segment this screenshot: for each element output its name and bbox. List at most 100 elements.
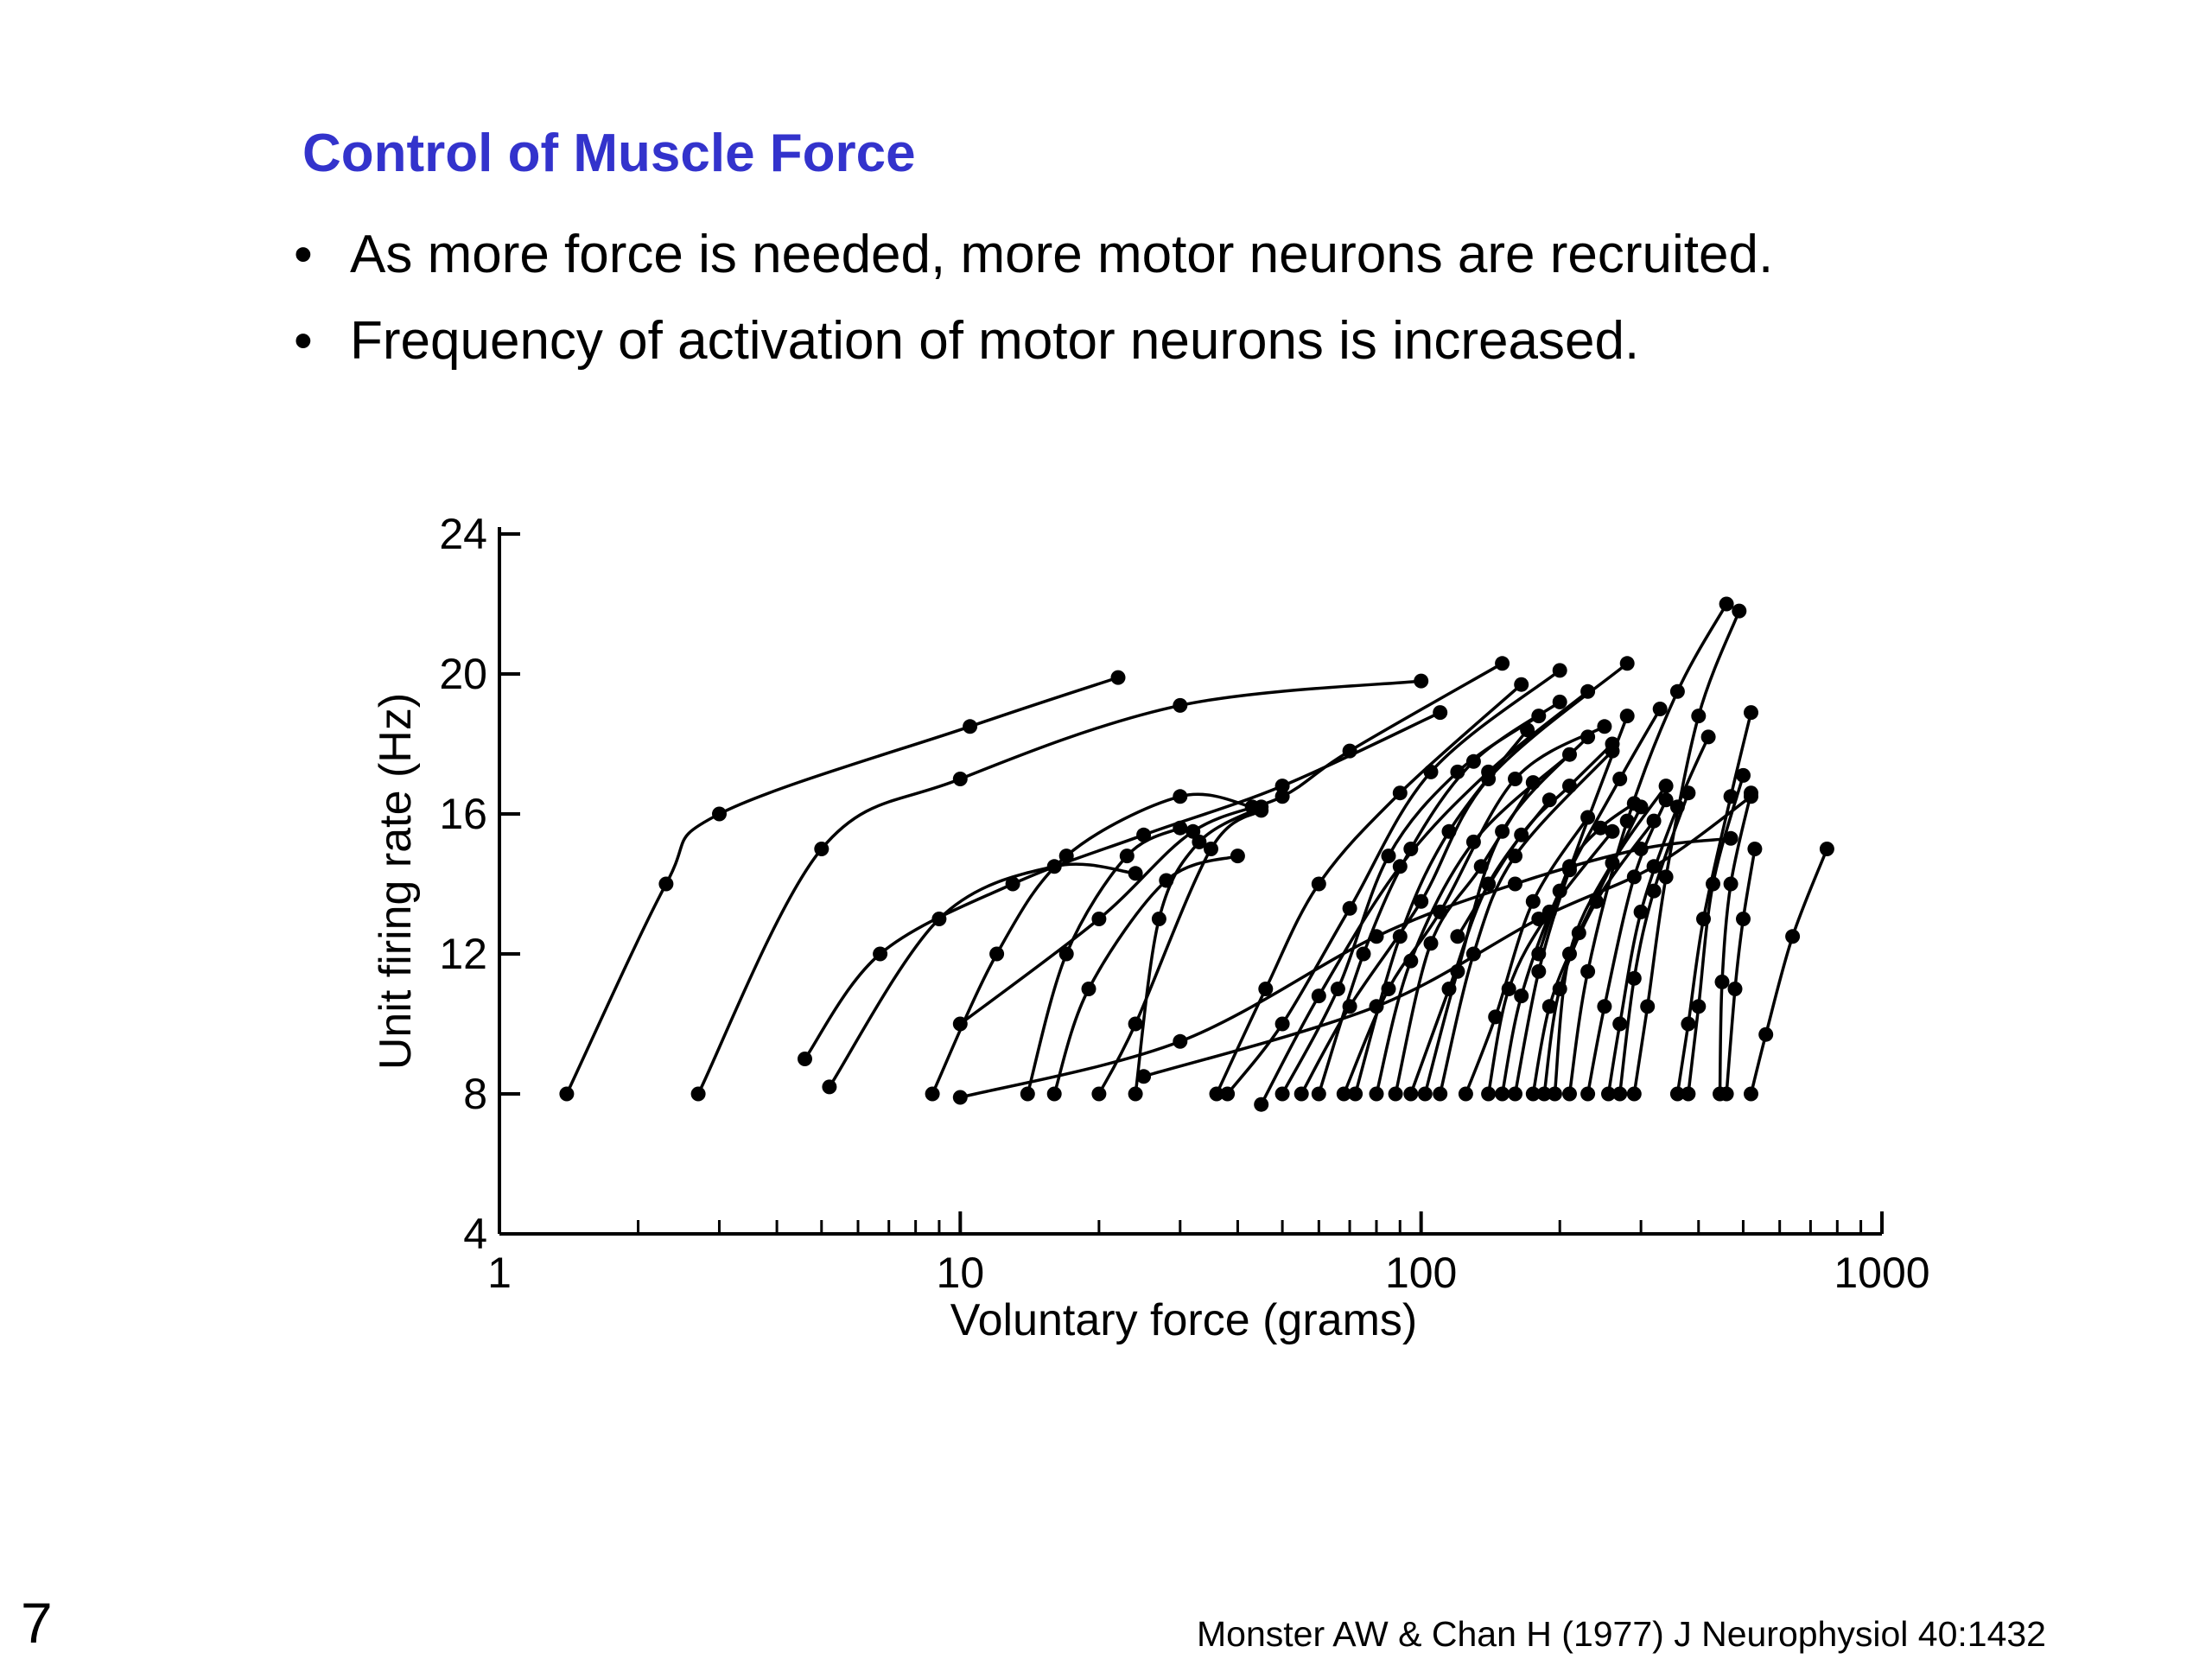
data-point	[1601, 1086, 1616, 1102]
data-point	[1514, 677, 1529, 692]
series-line	[1542, 820, 1656, 1095]
data-point	[989, 946, 1005, 962]
data-point	[1744, 785, 1758, 801]
series-line	[1749, 848, 1829, 1095]
data-point	[1091, 912, 1107, 926]
series-line	[1687, 774, 1745, 1095]
data-point	[1592, 820, 1608, 836]
bullet-list: • As more force is needed, more motor ne…	[294, 212, 1773, 385]
bullet-text: Frequency of activation of motor neurons…	[350, 311, 1640, 371]
data-point	[1723, 876, 1738, 892]
data-point	[1691, 999, 1707, 1014]
x-tick-label: 1	[487, 1249, 512, 1297]
data-point	[1714, 974, 1730, 989]
data-point	[1652, 702, 1668, 716]
data-point	[1173, 789, 1188, 804]
data-point	[1311, 988, 1326, 1004]
data-point	[1501, 982, 1516, 996]
data-point	[1046, 1086, 1062, 1102]
data-point	[1369, 1086, 1384, 1102]
y-tick-label: 24	[439, 510, 487, 558]
series-line	[804, 711, 1441, 1060]
data-point	[1681, 785, 1696, 801]
citation: Monster AW & Chan H (1977) J Neurophysio…	[1197, 1614, 2046, 1654]
data-point	[1605, 736, 1620, 752]
data-point	[1330, 982, 1345, 996]
data-point	[1626, 796, 1642, 811]
series-line	[959, 662, 1503, 1026]
data-point	[1547, 1086, 1562, 1102]
data-point	[1597, 999, 1612, 1014]
data-point	[1058, 946, 1074, 962]
data-point	[1658, 869, 1674, 885]
data-point	[1744, 1086, 1758, 1102]
data-point	[798, 1052, 812, 1066]
data-point	[1619, 656, 1635, 671]
data-point	[1719, 596, 1734, 612]
data-point	[1719, 1086, 1734, 1102]
series-line	[1718, 792, 1753, 1095]
data-point	[1119, 849, 1135, 864]
data-point	[1110, 670, 1126, 685]
data-point	[1392, 929, 1408, 944]
data-point	[1020, 1086, 1035, 1102]
data-point	[1700, 729, 1716, 745]
data-point	[1744, 705, 1758, 721]
data-point	[1514, 988, 1529, 1004]
data-point	[1423, 764, 1439, 779]
data-point	[1441, 823, 1457, 839]
series-line	[1618, 792, 1690, 1095]
data-point	[1254, 799, 1269, 815]
data-point	[1508, 876, 1522, 892]
series-line	[1052, 854, 1238, 1095]
data-point	[1204, 842, 1218, 856]
series-line	[1464, 817, 1590, 1095]
data-point	[1681, 1016, 1696, 1032]
series-line	[1353, 728, 1529, 1095]
data-point	[1640, 999, 1656, 1014]
bullet-item: • Frequency of activation of motor neuro…	[294, 298, 1773, 385]
data-point	[1403, 842, 1419, 856]
bullet-text: As more force is needed, more motor neur…	[350, 225, 1774, 284]
data-point	[814, 842, 830, 856]
data-point	[1091, 1086, 1107, 1102]
data-point	[1417, 1086, 1433, 1102]
series-line	[1423, 735, 1589, 1095]
y-tick-label: 4	[463, 1210, 487, 1258]
data-point	[1531, 946, 1547, 962]
data-point	[822, 1079, 837, 1095]
data-point	[1633, 904, 1649, 919]
series-line	[828, 862, 1136, 1088]
series-line	[1226, 669, 1561, 1096]
data-point	[1514, 827, 1529, 842]
data-point	[1342, 743, 1357, 759]
series-line	[1134, 805, 1262, 1095]
series-line	[1438, 749, 1614, 1095]
data-point	[1465, 834, 1481, 849]
data-point	[1388, 1086, 1403, 1102]
data-point	[1732, 603, 1747, 619]
data-point	[1562, 779, 1577, 794]
data-point	[1495, 1086, 1510, 1102]
data-point	[1525, 893, 1541, 909]
data-point	[1342, 900, 1357, 916]
data-point	[559, 1086, 575, 1102]
slide-title: Control of Muscle Force	[302, 124, 916, 183]
data-point	[952, 1090, 968, 1105]
data-point	[1465, 946, 1481, 962]
data-point	[1747, 842, 1763, 856]
data-point	[1658, 779, 1674, 794]
y-tick-label: 12	[439, 930, 487, 978]
data-point	[1736, 767, 1751, 783]
data-point	[873, 946, 888, 962]
data-point	[1736, 912, 1751, 926]
x-tick-label: 100	[1385, 1249, 1457, 1297]
y-axis-label: Unit firing rate (Hz)	[371, 693, 421, 1070]
data-point	[1580, 729, 1596, 745]
data-point	[1508, 772, 1522, 786]
data-point	[1414, 673, 1429, 689]
data-point	[1128, 1086, 1143, 1102]
data-point	[1173, 1033, 1188, 1049]
data-point	[1294, 1086, 1309, 1102]
data-point	[1495, 656, 1510, 671]
